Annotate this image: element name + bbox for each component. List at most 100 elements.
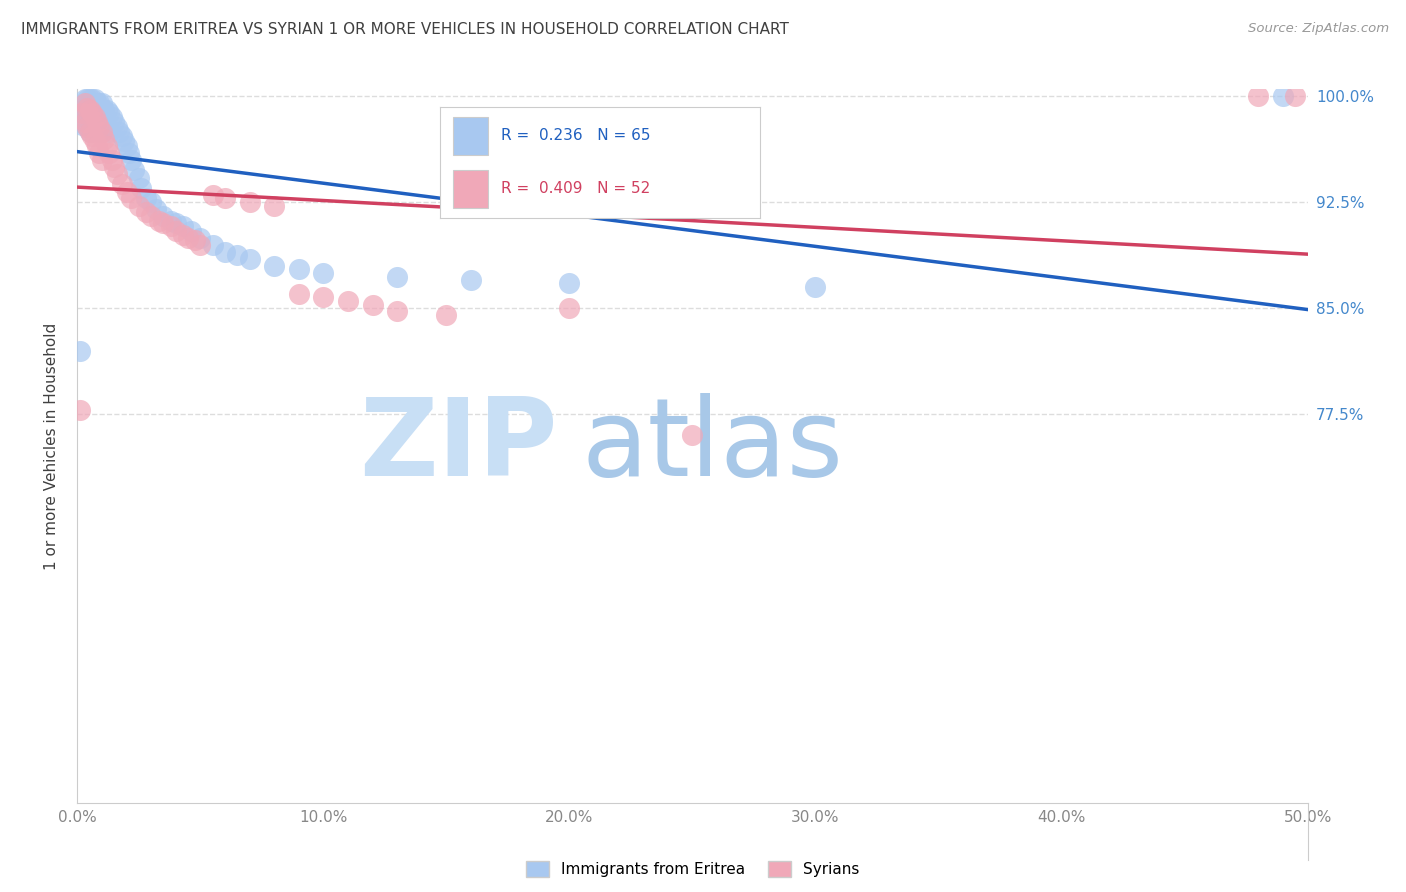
Point bbox=[184, 234, 207, 248]
Point bbox=[73, 114, 96, 128]
Point bbox=[83, 92, 105, 106]
Point bbox=[177, 230, 200, 244]
Point bbox=[86, 111, 108, 125]
Point bbox=[79, 103, 101, 118]
Point bbox=[90, 153, 114, 167]
Point bbox=[190, 230, 212, 244]
Point bbox=[160, 213, 183, 227]
Point bbox=[73, 96, 96, 111]
Point bbox=[82, 106, 104, 120]
Point bbox=[73, 111, 96, 125]
Point bbox=[121, 191, 143, 205]
Text: IMMIGRANTS FROM ERITREA VS SYRIAN 1 OR MORE VEHICLES IN HOUSEHOLD CORRELATION CH: IMMIGRANTS FROM ERITREA VS SYRIAN 1 OR M… bbox=[21, 22, 789, 37]
Point bbox=[112, 135, 135, 149]
Point bbox=[312, 290, 335, 304]
Point bbox=[160, 219, 183, 234]
Point bbox=[148, 213, 170, 227]
Point bbox=[70, 118, 93, 132]
Point bbox=[96, 103, 118, 118]
Point bbox=[180, 223, 202, 237]
Point bbox=[172, 219, 194, 234]
Point bbox=[239, 252, 262, 266]
Point bbox=[105, 120, 128, 135]
Point bbox=[76, 92, 98, 106]
Point bbox=[90, 96, 114, 111]
Point bbox=[263, 259, 285, 273]
Point bbox=[96, 120, 118, 135]
Point bbox=[558, 276, 581, 290]
Point bbox=[70, 103, 93, 118]
Point bbox=[90, 125, 114, 139]
Point bbox=[288, 287, 311, 301]
Point bbox=[82, 92, 104, 106]
Point bbox=[73, 92, 96, 106]
Point bbox=[86, 114, 108, 128]
Point bbox=[111, 128, 132, 143]
Point bbox=[122, 162, 145, 177]
Point bbox=[214, 244, 236, 259]
Point bbox=[214, 191, 236, 205]
Point bbox=[90, 111, 114, 125]
Point bbox=[79, 125, 101, 139]
Legend: Immigrants from Eritrea, Syrians: Immigrants from Eritrea, Syrians bbox=[526, 862, 859, 877]
Point bbox=[79, 92, 101, 106]
Point bbox=[190, 237, 212, 252]
Y-axis label: 1 or more Vehicles in Household: 1 or more Vehicles in Household bbox=[44, 322, 59, 570]
Point bbox=[387, 304, 409, 318]
Point bbox=[460, 273, 482, 287]
Point bbox=[73, 101, 96, 115]
Point bbox=[226, 247, 249, 261]
Point bbox=[83, 120, 105, 135]
Point bbox=[118, 145, 141, 160]
Point bbox=[111, 177, 132, 191]
Point bbox=[263, 199, 285, 213]
Point bbox=[682, 428, 704, 442]
Point bbox=[201, 188, 224, 202]
Point bbox=[141, 210, 163, 224]
Point bbox=[115, 138, 138, 153]
Point bbox=[82, 120, 104, 135]
Point bbox=[76, 101, 98, 115]
Point bbox=[201, 237, 224, 252]
Point bbox=[165, 216, 187, 230]
Point bbox=[165, 223, 187, 237]
Point bbox=[128, 199, 150, 213]
Point bbox=[82, 101, 104, 115]
Point bbox=[145, 202, 167, 217]
Point bbox=[1272, 89, 1295, 103]
Point bbox=[121, 153, 143, 167]
Point bbox=[90, 125, 114, 139]
Point bbox=[89, 145, 111, 160]
Point bbox=[79, 125, 101, 139]
Point bbox=[101, 153, 124, 167]
Point bbox=[86, 96, 108, 111]
Point bbox=[83, 135, 105, 149]
Point bbox=[83, 103, 105, 118]
Point bbox=[135, 191, 157, 205]
Point bbox=[93, 103, 115, 118]
Point bbox=[1247, 89, 1270, 103]
Point bbox=[98, 125, 121, 139]
Text: Source: ZipAtlas.com: Source: ZipAtlas.com bbox=[1249, 22, 1389, 36]
Point bbox=[79, 103, 101, 118]
Point bbox=[108, 125, 131, 139]
Point bbox=[361, 298, 384, 312]
Point bbox=[337, 294, 360, 309]
Point bbox=[89, 96, 111, 111]
Point bbox=[89, 111, 111, 125]
Point bbox=[76, 120, 98, 135]
Point bbox=[76, 103, 98, 118]
Point bbox=[89, 125, 111, 139]
Point bbox=[103, 114, 125, 128]
Point bbox=[172, 227, 194, 242]
Point bbox=[115, 186, 138, 200]
Point bbox=[288, 261, 311, 276]
Point bbox=[558, 301, 581, 316]
Point bbox=[135, 205, 157, 219]
Point bbox=[804, 280, 827, 294]
Point bbox=[387, 270, 409, 285]
Point bbox=[103, 160, 125, 174]
Point bbox=[89, 120, 111, 135]
Point bbox=[82, 128, 104, 143]
Point bbox=[436, 308, 458, 322]
